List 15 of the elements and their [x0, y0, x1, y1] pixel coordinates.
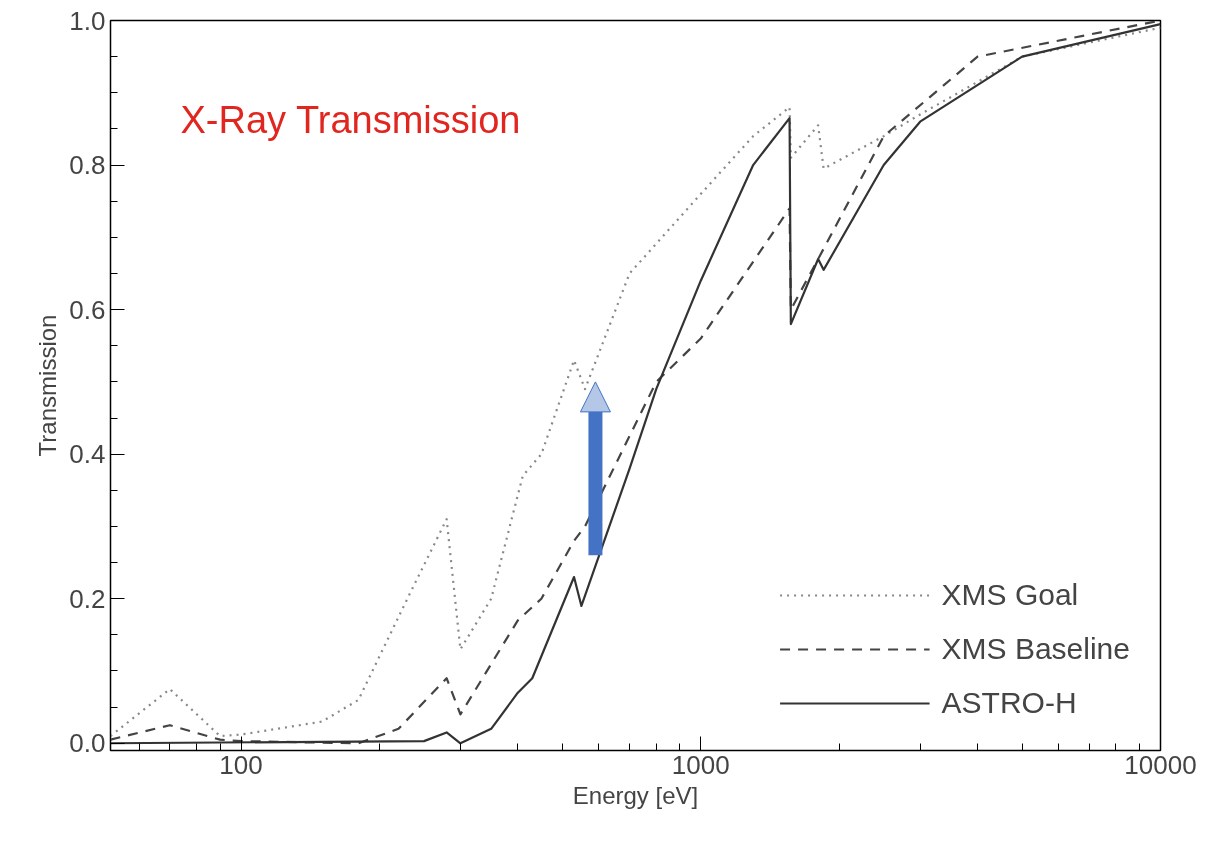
y-tick-label: 0.4 [69, 439, 106, 470]
y-tick-label: 0.0 [69, 728, 106, 759]
y-tick-label: 0.8 [69, 150, 106, 181]
legend-label: ASTRO-H [941, 686, 1077, 720]
annotation: X-Ray Transmission [180, 98, 521, 141]
x-tick-label: 100 [219, 749, 263, 780]
x-axis-title: Energy [eV] [572, 781, 699, 809]
x-tick-label: 10000 [1124, 749, 1197, 780]
legend-label: XMS Goal [941, 578, 1079, 612]
x-tick-label: 1000 [671, 749, 730, 780]
y-tick-label: 0.2 [69, 583, 106, 614]
y-tick-label: 1.0 [69, 5, 106, 36]
y-axis-title: Transmission [34, 314, 62, 457]
legend-label: XMS Baseline [941, 632, 1130, 666]
y-tick-label: 0.6 [69, 294, 106, 325]
